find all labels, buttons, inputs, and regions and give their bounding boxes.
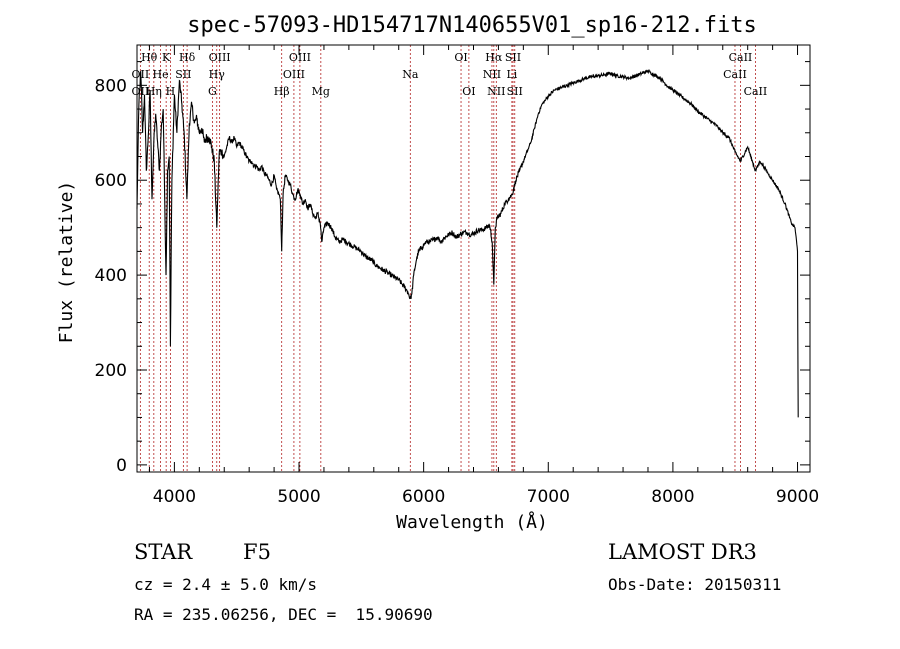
- line-label: OIII: [209, 51, 231, 64]
- x-tick-label: 9000: [776, 487, 819, 507]
- observation-date: Obs-Date: 20150311: [608, 575, 782, 594]
- line-label: Li: [506, 68, 517, 81]
- line-label: OIII: [289, 51, 311, 64]
- x-tick-label: 5000: [277, 487, 320, 507]
- x-tick-label: 8000: [651, 487, 694, 507]
- line-label: Hη: [146, 85, 162, 98]
- line-label: OII: [132, 85, 150, 98]
- line-label: CaII: [729, 51, 753, 64]
- y-axis-ticks: 0 200 400 600 800: [95, 61, 810, 476]
- y-axis-label: Flux (relative): [56, 181, 77, 344]
- line-label: G: [208, 85, 217, 98]
- y-tick-label: 200: [95, 361, 127, 381]
- object-type: STAR: [134, 540, 193, 564]
- line-label: OI: [462, 85, 475, 98]
- y-tick-label: 800: [95, 76, 127, 96]
- line-label: SII: [505, 51, 521, 64]
- spectrum-chart: spec-57093-HD154717N140655V01_sp16-212.f…: [56, 13, 819, 533]
- line-label: Hγ: [209, 68, 226, 81]
- survey-name: LAMOST DR3: [608, 540, 757, 564]
- spectrum-line: [136, 68, 799, 418]
- redshift-text: cz = 2.4 ± 5.0 km/s: [134, 575, 318, 594]
- line-label: Hβ: [274, 85, 290, 98]
- line-label: CaII: [723, 68, 747, 81]
- y-tick-label: 400: [95, 266, 127, 286]
- x-axis-label: Wavelength (Å): [396, 511, 548, 533]
- line-label: Mg: [312, 85, 330, 98]
- chart-title: spec-57093-HD154717N140655V01_sp16-212.f…: [187, 13, 757, 38]
- line-label: OIII: [283, 68, 305, 81]
- line-label: He: [153, 68, 169, 81]
- line-label: Hδ: [179, 51, 196, 64]
- line-label: SII: [175, 68, 191, 81]
- line-label: OI: [454, 51, 467, 64]
- x-tick-label: 4000: [153, 487, 196, 507]
- y-tick-label: 600: [95, 171, 127, 191]
- coordinates-text: RA = 235.06256, DEC = 15.90690: [134, 605, 433, 624]
- line-label: Na: [402, 68, 419, 81]
- line-label: Hθ: [141, 51, 158, 64]
- line-label: K: [162, 51, 171, 64]
- line-label: H: [166, 85, 176, 98]
- x-axis-ticks: 4000 5000 6000 7000 8000 9000: [148, 45, 819, 507]
- line-label: SII: [507, 85, 523, 98]
- spectral-subclass: F5: [243, 540, 271, 564]
- line-label: Hα: [485, 51, 503, 64]
- y-tick-label: 0: [116, 456, 127, 476]
- line-label: NII: [487, 85, 505, 98]
- plot-frame: [136, 44, 811, 473]
- x-tick-label: 6000: [402, 487, 445, 507]
- spectral-line-markers: [139, 45, 756, 472]
- line-label: CaII: [744, 85, 768, 98]
- line-label: NII: [483, 68, 501, 81]
- x-tick-label: 7000: [527, 487, 570, 507]
